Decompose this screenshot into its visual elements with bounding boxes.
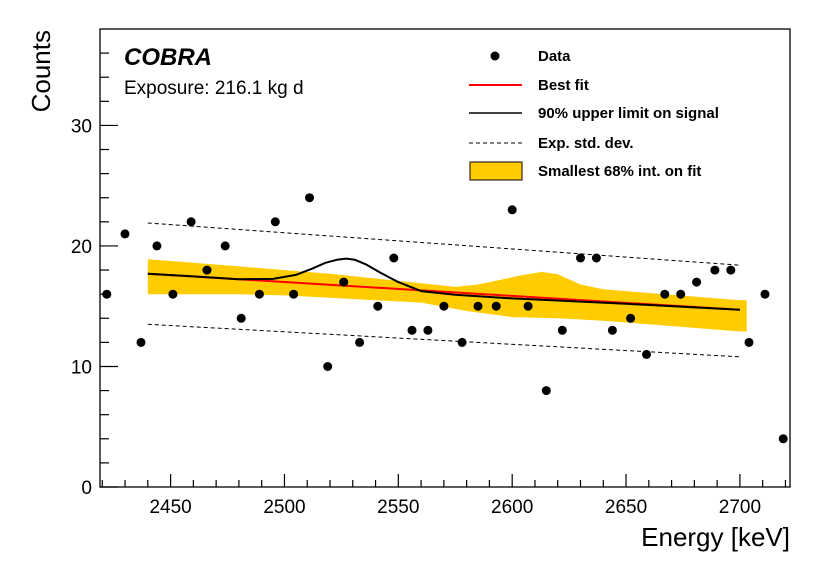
fit-layer	[147, 257, 740, 311]
axis-ticks: 2450 2500 2550 2600 2650 2700 0 10 20 30	[71, 52, 787, 518]
data-point	[423, 325, 433, 335]
data-point	[576, 253, 585, 263]
y-tick-label: 0	[81, 478, 92, 499]
x-tick-label: 2450	[149, 497, 191, 518]
x-tick-label: 2700	[719, 497, 761, 518]
data-point	[692, 277, 702, 287]
data-point	[507, 205, 517, 215]
data-point	[660, 289, 670, 299]
data-point	[355, 337, 365, 347]
data-point	[491, 301, 501, 311]
data-point	[726, 265, 736, 275]
data-point	[439, 301, 449, 311]
data-point	[407, 325, 417, 335]
data-point	[236, 313, 246, 323]
data-point	[270, 217, 280, 227]
upper-limit-line	[147, 257, 740, 311]
legend-label-data: Data	[538, 48, 571, 65]
legend-label-band: Smallest 68% int. on fit	[538, 163, 701, 180]
data-point	[642, 349, 651, 359]
data-point	[557, 325, 567, 335]
data-points-layer	[102, 193, 788, 444]
legend-label-best-fit: Best fit	[538, 77, 589, 94]
data-point	[760, 289, 770, 299]
x-tick-label: 2500	[263, 497, 305, 518]
legend: Data Best fit 90% upper limit on signal …	[469, 48, 719, 181]
confidence-band-layer	[147, 259, 747, 332]
data-point	[305, 193, 314, 203]
data-point	[323, 362, 333, 371]
data-point	[389, 253, 399, 263]
data-point	[591, 253, 601, 263]
data-point	[676, 289, 686, 299]
data-point	[289, 289, 299, 299]
y-tick-label: 20	[71, 237, 92, 258]
data-point	[778, 434, 788, 444]
data-point	[710, 265, 720, 275]
data-point	[607, 325, 617, 335]
confidence-band	[147, 259, 747, 332]
std-dev-lower-line	[147, 323, 740, 358]
brand-label: COBRA	[124, 44, 212, 71]
std-dev-layer	[147, 222, 740, 358]
x-tick-label: 2550	[377, 497, 419, 518]
data-point	[339, 277, 349, 287]
x-tick-label: 2650	[605, 497, 647, 518]
data-point	[254, 289, 264, 299]
legend-label-upper-limit: 90% upper limit on signal	[538, 105, 719, 122]
x-tick-label: 2600	[491, 497, 533, 518]
data-point	[473, 301, 483, 311]
data-point	[136, 337, 146, 347]
data-point	[220, 241, 230, 251]
y-tick-label: 10	[71, 357, 92, 378]
legend-swatch-band	[469, 161, 523, 181]
legend-label-std-dev: Exp. std. dev.	[538, 135, 634, 152]
data-point	[523, 301, 533, 311]
x-axis-title: Energy [keV]	[641, 522, 790, 552]
plot-frame	[99, 28, 791, 488]
legend-marker-data	[490, 51, 500, 61]
data-point	[152, 241, 162, 251]
data-point	[626, 313, 636, 323]
data-point	[168, 289, 178, 299]
data-point	[120, 229, 130, 239]
exposure-label: Exposure: 216.1 kg d	[124, 78, 304, 99]
data-point	[744, 337, 754, 347]
std-dev-upper-line	[147, 222, 740, 266]
data-point	[202, 265, 212, 275]
data-point	[186, 217, 196, 227]
y-tick-label: 30	[71, 116, 92, 137]
data-point	[541, 386, 551, 396]
data-point	[373, 301, 383, 311]
data-point	[457, 337, 467, 347]
y-axis-title: Counts	[26, 30, 56, 112]
